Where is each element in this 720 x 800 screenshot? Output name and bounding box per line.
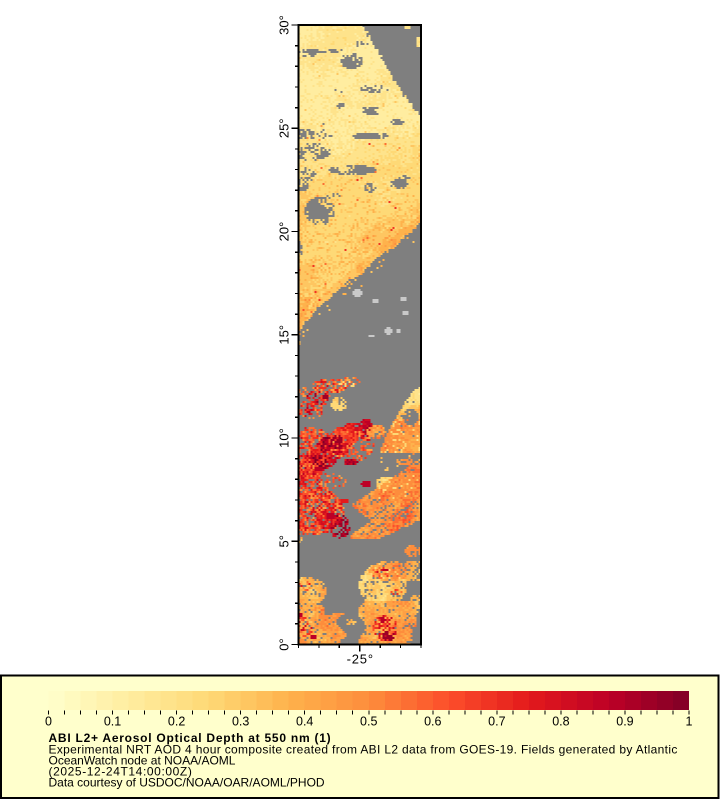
- svg-text:25°: 25°: [277, 118, 292, 138]
- svg-text:ABI L2+ Aerosol Optical Depth: ABI L2+ Aerosol Optical Depth at 550 nm …: [49, 731, 332, 745]
- svg-text:10°: 10°: [277, 428, 292, 448]
- svg-text:5°: 5°: [277, 535, 292, 547]
- svg-text:0.9: 0.9: [616, 715, 633, 729]
- svg-text:0.7: 0.7: [488, 715, 505, 729]
- svg-text:15°: 15°: [277, 325, 292, 345]
- svg-text:-25°: -25°: [347, 652, 374, 667]
- svg-text:0°: 0°: [277, 638, 292, 650]
- svg-text:20°: 20°: [277, 222, 292, 242]
- svg-text:0.2: 0.2: [168, 715, 185, 729]
- svg-text:OceanWatch node at NOAA/AOML: OceanWatch node at NOAA/AOML: [49, 754, 236, 768]
- svg-text:0.3: 0.3: [232, 715, 249, 729]
- svg-text:30°: 30°: [277, 15, 292, 35]
- svg-text:0: 0: [45, 715, 52, 729]
- svg-text:0.6: 0.6: [424, 715, 441, 729]
- svg-text:0.4: 0.4: [296, 715, 313, 729]
- svg-text:0.1: 0.1: [104, 715, 121, 729]
- svg-text:Experimental NRT AOD 4 hour co: Experimental NRT AOD 4 hour composite cr…: [49, 743, 678, 757]
- svg-text:Data courtesy of USDOC/NOAA/OA: Data courtesy of USDOC/NOAA/OAR/AOML/PHO…: [49, 776, 325, 790]
- svg-text:1: 1: [686, 715, 693, 729]
- svg-text:0.5: 0.5: [360, 715, 377, 729]
- svg-text:0.8: 0.8: [552, 715, 569, 729]
- svg-text:(2025-12-24T14:00:00Z): (2025-12-24T14:00:00Z): [49, 765, 193, 779]
